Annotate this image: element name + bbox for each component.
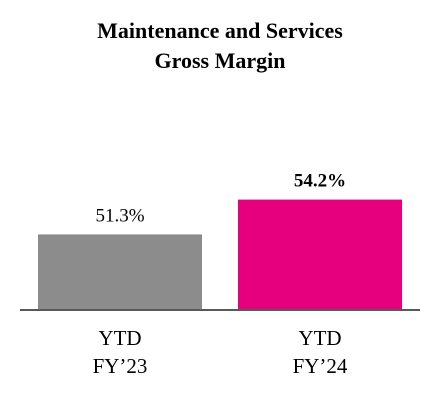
value-label-2: 54.2% [294, 171, 346, 192]
x-tick-label-2-line-2: FY’24 [293, 354, 348, 378]
chart-title-line-2: Gross Margin [155, 48, 286, 73]
x-tick-label-2-line-1: YTD [298, 326, 341, 350]
value-label-1: 51.3% [95, 205, 144, 226]
bar-2 [238, 199, 402, 310]
bars-group [38, 199, 402, 310]
x-tick-label-1-line-1: YTD [98, 326, 141, 350]
x-tick-labels-group: YTD FY’23 YTD FY’24 [93, 326, 348, 378]
chart-title-line-1: Maintenance and Services [97, 18, 343, 43]
value-labels-group: 51.3% 54.2% [95, 171, 346, 227]
x-tick-label-1-line-2: FY’23 [93, 354, 148, 378]
bar-1 [38, 234, 202, 310]
